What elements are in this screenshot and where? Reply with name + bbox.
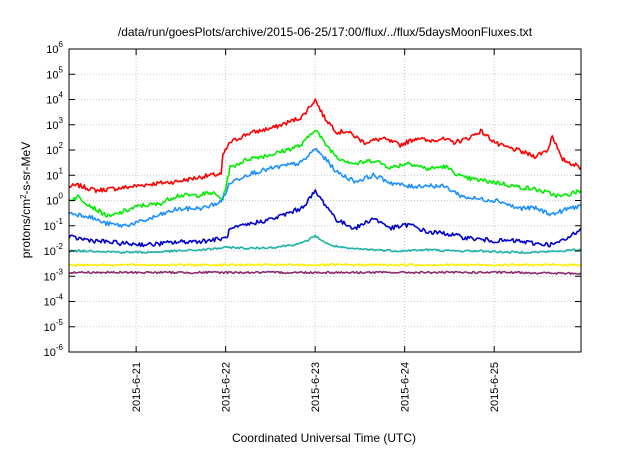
x-tick-label: 2015-6-25: [489, 362, 501, 412]
x-axis-label: Coordinated Universal Time (UTC): [232, 431, 416, 445]
y-tick-label: 10-6: [44, 343, 64, 359]
y-tick-base: 10: [44, 347, 56, 359]
y-tick-label: 10-5: [44, 318, 64, 334]
y-tick-exponent: 0: [59, 192, 64, 201]
series-line: [68, 189, 582, 248]
y-tick-exponent: -6: [56, 343, 64, 352]
y-tick-base: 10: [46, 145, 58, 157]
y-tick-label: 101: [46, 166, 63, 182]
y-axis-label-units: -s-sr-MeV: [19, 142, 33, 195]
y-tick-label: 103: [46, 116, 63, 132]
y-tick-label: 10-4: [44, 293, 64, 309]
series-line: [68, 270, 582, 276]
y-tick-base: 10: [46, 69, 58, 81]
y-tick-base: 10: [46, 44, 58, 56]
y-tick-exponent: 3: [59, 116, 64, 125]
x-axis-ticks: 2015-6-21 2015-6-22 2015-6-23 2015-6-24 2015…: [131, 49, 501, 412]
y-tick-base: 10: [46, 95, 58, 107]
series-line: [68, 263, 581, 267]
y-axis-label: protons/cm2-s-sr-MeV: [19, 142, 34, 258]
y-tick-exponent: -3: [56, 267, 64, 276]
y-tick-label: 105: [46, 65, 63, 81]
series-group: [68, 98, 582, 276]
y-tick-label: 10-1: [44, 217, 64, 233]
x-tick-label: 2015-6-24: [400, 362, 412, 412]
y-tick-label: 106: [46, 40, 63, 56]
y-tick-exponent: -2: [56, 242, 64, 251]
chart-title: /data/run/goesPlots/archive/2015-06-25/1…: [118, 25, 533, 39]
y-tick-exponent: 6: [59, 40, 64, 49]
series-line: [68, 129, 582, 218]
grid: [69, 48, 581, 353]
y-axis-label-main: protons/cm: [19, 199, 33, 258]
y-tick-exponent: 2: [59, 141, 64, 150]
y-tick-exponent: 1: [59, 166, 64, 175]
y-axis-ticks: 10-610-510-410-310-210-11001011021031041…: [44, 40, 581, 359]
y-tick-exponent: -5: [56, 318, 64, 327]
y-axis-label-superscript: 2: [19, 194, 28, 199]
x-tick-label: 2015-6-22: [221, 362, 233, 412]
y-tick-base: 10: [46, 196, 58, 208]
y-tick-exponent: -4: [56, 293, 64, 302]
x-tick-label: 2015-6-21: [131, 362, 143, 412]
y-tick-label: 10-2: [44, 242, 64, 258]
y-tick-base: 10: [44, 221, 56, 233]
y-tick-label: 100: [46, 192, 63, 208]
x-tick-label: 2015-6-23: [310, 362, 322, 412]
y-tick-exponent: 5: [59, 65, 64, 74]
y-tick-base: 10: [44, 246, 56, 258]
y-tick-base: 10: [46, 170, 58, 182]
y-tick-base: 10: [44, 322, 56, 334]
y-tick-label: 102: [46, 141, 63, 157]
y-tick-exponent: -1: [56, 217, 64, 226]
y-tick-base: 10: [46, 120, 58, 132]
y-tick-label: 10-3: [44, 267, 64, 283]
series-line: [68, 98, 582, 194]
y-tick-label: 104: [46, 91, 63, 107]
y-tick-base: 10: [44, 297, 56, 309]
series-line: [69, 234, 582, 255]
series-line: [68, 147, 582, 228]
y-tick-base: 10: [44, 271, 56, 283]
y-tick-exponent: 4: [59, 91, 64, 100]
